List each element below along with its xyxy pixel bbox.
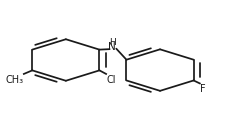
Text: Cl: Cl [107,75,116,84]
Text: H: H [109,38,116,47]
Text: N: N [108,42,116,51]
Text: CH₃: CH₃ [5,75,23,84]
Text: F: F [200,84,206,94]
